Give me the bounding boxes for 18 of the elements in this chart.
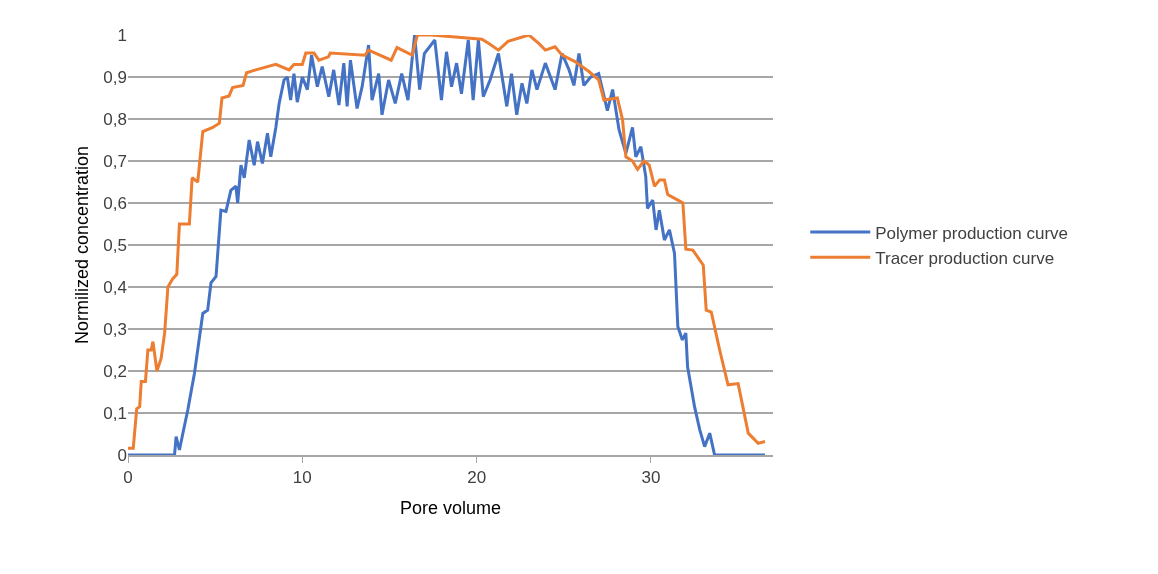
legend-label: Tracer production curve xyxy=(875,248,1055,268)
y-axis-title: Normilized concentration xyxy=(71,145,92,345)
y-tick-label: 0,9 xyxy=(103,67,127,87)
y-tick-label: 0,1 xyxy=(103,403,127,423)
x-tick-label: 20 xyxy=(467,467,487,487)
y-tick-label: 1 xyxy=(117,25,127,45)
y-tick-label: 0 xyxy=(117,445,127,465)
y-tick-label: 0,3 xyxy=(103,319,127,339)
y-tick-label: 0,5 xyxy=(103,235,127,255)
y-tick-label: 0,4 xyxy=(103,277,127,297)
x-tick-label: 30 xyxy=(641,467,661,487)
y-tick-label: 0,6 xyxy=(103,193,127,213)
legend-label: Polymer production curve xyxy=(875,223,1069,243)
y-tick-label: 0,2 xyxy=(103,361,127,381)
y-tick-label: 0,8 xyxy=(103,109,127,129)
y-tick-label: 0,7 xyxy=(103,151,127,171)
x-tick-label: 10 xyxy=(292,467,312,487)
x-axis-title: Pore volume xyxy=(399,497,502,518)
